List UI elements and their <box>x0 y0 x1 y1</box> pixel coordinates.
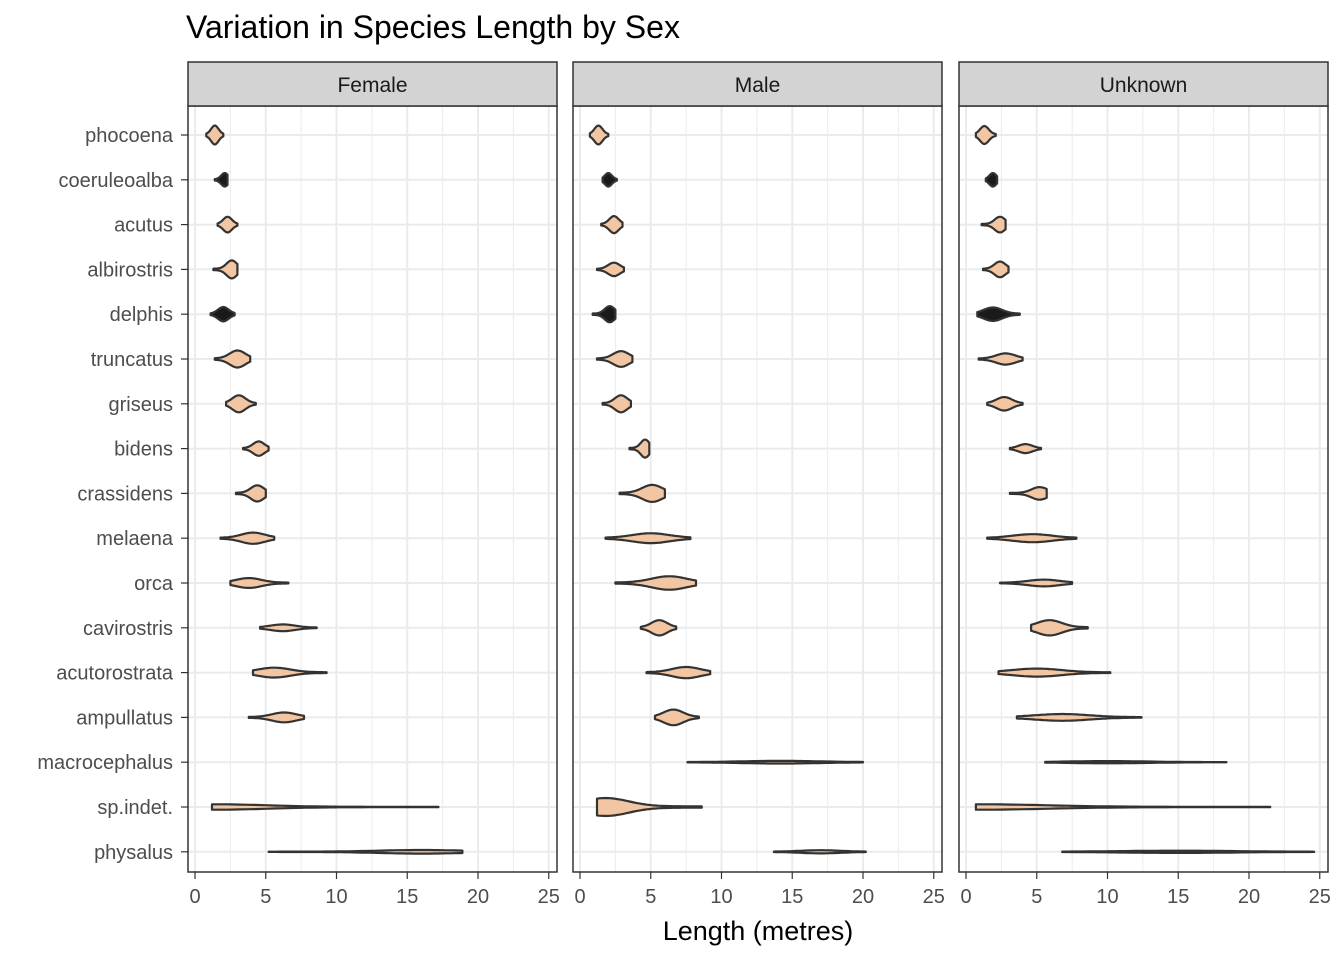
violin-truncatus <box>595 350 634 368</box>
x-tick-label: 0 <box>574 886 585 908</box>
x-tick-label: 15 <box>781 886 803 908</box>
violin-physalus <box>267 848 464 855</box>
violin-ampullatus <box>247 711 306 724</box>
x-axis-label: Length (metres) <box>663 916 854 946</box>
y-tick-label: sp.indet. <box>97 797 173 819</box>
y-tick-label: delphis <box>110 304 173 326</box>
x-tick-label: 10 <box>1096 886 1118 908</box>
violin-acutus <box>600 215 624 235</box>
facet-strip <box>958 61 1329 107</box>
violin-bidens <box>628 438 651 459</box>
y-tick-label: truncatus <box>91 349 173 371</box>
violin-melaena <box>986 533 1078 544</box>
violin-delphis <box>209 305 236 323</box>
x-tick-label: 5 <box>260 886 271 908</box>
violin-bidens <box>242 440 270 457</box>
violin-acutus <box>980 215 1007 234</box>
y-tick-label: acutus <box>114 215 173 237</box>
violin-melaena <box>604 532 692 545</box>
violin-coeruleoalba <box>601 172 618 188</box>
x-tick-label: 20 <box>1238 886 1260 908</box>
violin-acutus <box>216 215 239 234</box>
violin-coeruleoalba <box>984 172 999 188</box>
violin-crassidens <box>618 483 666 503</box>
y-tick-label: melaena <box>96 528 174 550</box>
violin-acutorostrata <box>645 665 712 680</box>
violin-sp.indet. <box>210 803 440 811</box>
facet-label-male: Male <box>735 74 781 97</box>
y-tick-label: physalus <box>94 842 173 864</box>
y-tick-label: phocoena <box>85 125 174 147</box>
x-tick-label: 10 <box>325 886 347 908</box>
violin-griseus <box>986 396 1024 412</box>
y-tick-label: ampullatus <box>76 707 173 729</box>
violin-delphis <box>591 305 617 324</box>
violin-sp.indet. <box>595 796 703 818</box>
x-tick-label: 25 <box>1309 886 1331 908</box>
violin-macrocephalus <box>686 759 865 765</box>
violin-phocoena <box>205 124 225 146</box>
violin-truncatus <box>213 349 252 369</box>
y-tick-label: orca <box>134 573 174 595</box>
violin-delphis <box>976 306 1021 322</box>
violin-acutorostrata <box>997 667 1112 678</box>
y-tick-label: acutorostrata <box>56 663 174 685</box>
x-tick-label: 5 <box>645 886 656 908</box>
x-tick-label: 20 <box>467 886 489 908</box>
violin-physalus <box>1061 849 1316 854</box>
y-tick-label: griseus <box>109 394 173 416</box>
y-tick-label: macrocephalus <box>37 752 173 774</box>
x-tick-label: 25 <box>923 886 945 908</box>
violin-melaena <box>219 531 276 545</box>
violin-sp.indet. <box>974 803 1272 811</box>
violin-phocoena <box>588 124 610 146</box>
violin-griseus <box>225 394 257 414</box>
violin-phocoena <box>974 124 997 146</box>
x-tick-label: 0 <box>189 886 200 908</box>
facet-label-unknown: Unknown <box>1100 74 1188 97</box>
violin-crassidens <box>1008 486 1048 501</box>
violin-griseus <box>601 394 632 414</box>
violin-albirostris <box>981 260 1010 279</box>
violin-coeruleoalba <box>213 172 229 188</box>
facet-strip <box>572 61 943 107</box>
chart-title: Variation in Species Length by Sex <box>186 9 680 45</box>
violin-albirostris <box>595 261 625 278</box>
x-tick-label: 5 <box>1031 886 1042 908</box>
panel-background <box>188 106 557 872</box>
violin-physalus <box>772 849 867 855</box>
violin-crassidens <box>234 484 267 503</box>
violin-cavirostris <box>639 619 678 637</box>
x-tick-label: 15 <box>1167 886 1189 908</box>
facet-strip <box>187 61 558 107</box>
violin-orca <box>229 577 290 589</box>
y-tick-label: coeruleoalba <box>58 170 173 192</box>
violin-bidens <box>1008 443 1043 455</box>
violin-orca <box>614 575 698 591</box>
facet-label-female: Female <box>337 74 407 97</box>
violin-macrocephalus <box>1044 760 1228 765</box>
violin-orca <box>998 578 1074 588</box>
y-tick-label: cavirostris <box>83 618 173 640</box>
panel-background <box>573 106 942 872</box>
x-tick-label: 20 <box>852 886 874 908</box>
x-tick-label: 0 <box>960 886 971 908</box>
y-tick-label: bidens <box>114 439 173 461</box>
violin-albirostris <box>212 259 239 280</box>
x-tick-label: 15 <box>396 886 418 908</box>
violin-cavirostris <box>1030 619 1089 637</box>
violin-ampullatus <box>653 708 700 727</box>
violin-acutorostrata <box>251 666 328 679</box>
violin-cavirostris <box>259 623 318 633</box>
x-tick-label: 10 <box>710 886 732 908</box>
violin-ampullatus <box>1015 712 1143 722</box>
panel-background <box>959 106 1328 872</box>
y-tick-label: albirostris <box>87 259 173 281</box>
x-tick-label: 25 <box>538 886 560 908</box>
violin-truncatus <box>977 352 1024 366</box>
y-tick-label: crassidens <box>77 483 173 505</box>
